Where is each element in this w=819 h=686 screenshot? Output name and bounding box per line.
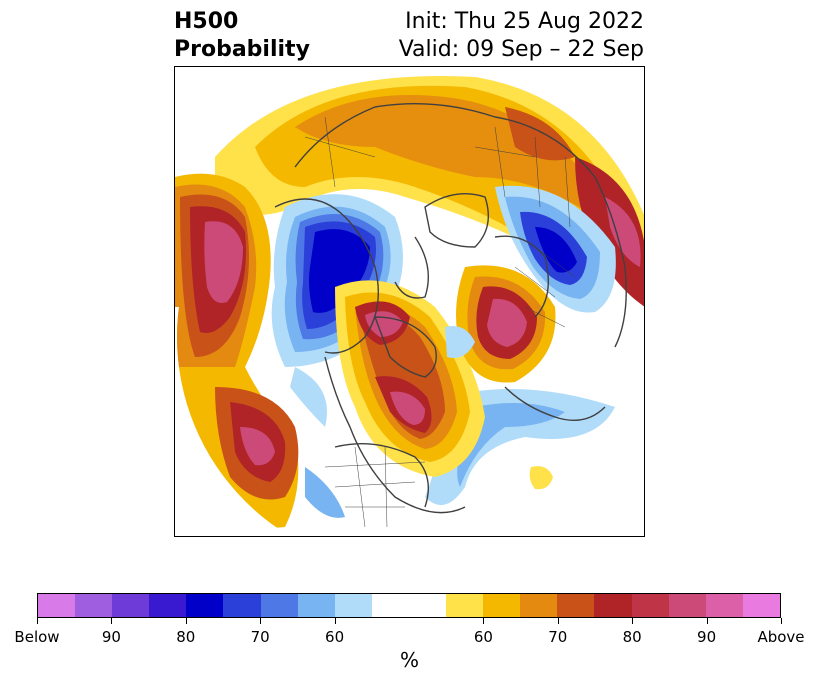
- colorbar-segment: [75, 594, 113, 617]
- colorbar-segment: [446, 594, 484, 617]
- colorbar-segment: [38, 594, 76, 617]
- valid-range: Valid: 09 Sep – 22 Sep: [398, 37, 644, 62]
- colorbar-segment: [705, 594, 743, 617]
- colorbar-segment: [742, 594, 780, 617]
- colorbar-segment: [483, 594, 521, 617]
- colorbar-segment: [631, 594, 669, 617]
- colorbar-tick: [632, 618, 634, 624]
- colorbar-tick: [185, 618, 187, 624]
- colorbar-tick-label: 70: [250, 628, 270, 646]
- borders: [304, 116, 576, 528]
- colorbar-tick: [483, 618, 485, 624]
- coastlines: [274, 102, 627, 514]
- title-line-2: Probability: [174, 37, 310, 62]
- colorbar-tick-label: 80: [622, 628, 642, 646]
- colorbar-tick-label: Above: [757, 628, 805, 646]
- colorbar-tick-label: 90: [101, 628, 121, 646]
- colorbar-segment: [557, 594, 595, 617]
- colorbar-segment: [520, 594, 558, 617]
- colorbar-segment: [297, 594, 335, 617]
- colorbar-tick: [706, 618, 708, 624]
- colorbar-segment: [260, 594, 298, 617]
- colorbar-tick-label: 60: [473, 628, 493, 646]
- colorbar-segment: [371, 594, 447, 617]
- colorbar-unit: %: [399, 648, 419, 672]
- chart-title: H500 Probability: [174, 8, 310, 64]
- colorbar-segment: [668, 594, 706, 617]
- colorbar-segment: [149, 594, 187, 617]
- polar-map-svg: [175, 67, 644, 536]
- colorbar-ticks: Below 90 80 70 60 60 70 80 90 Above: [14, 618, 805, 648]
- probability-map: [174, 66, 645, 537]
- forecast-dates: Init: Thu 25 Aug 2022 Valid: 09 Sep – 22…: [399, 8, 644, 64]
- colorbar-tick-label: 60: [325, 628, 345, 646]
- colorbar-tick: [557, 618, 559, 624]
- colorbar-tick-label: 80: [176, 628, 196, 646]
- colorbar-tick-label: 90: [697, 628, 717, 646]
- colorbar-tick: [260, 618, 262, 624]
- colorbar-segment: [594, 594, 632, 617]
- colorbar-tick: [334, 618, 336, 624]
- colorbar-tick: [781, 618, 782, 624]
- colorbar-tick: [111, 618, 113, 624]
- colorbar-segment: [112, 594, 150, 617]
- init-date: Init: Thu 25 Aug 2022: [405, 9, 644, 34]
- anomaly-field: [175, 67, 644, 536]
- colorbar: [37, 593, 781, 618]
- colorbar-segment: [334, 594, 372, 617]
- colorbar-tick: [37, 618, 38, 624]
- colorbar-tick-label: Below: [14, 628, 60, 646]
- colorbar-segment: [223, 594, 261, 617]
- title-line-1: H500: [174, 9, 239, 34]
- colorbar-segment: [186, 594, 224, 617]
- colorbar-tick-label: 70: [548, 628, 568, 646]
